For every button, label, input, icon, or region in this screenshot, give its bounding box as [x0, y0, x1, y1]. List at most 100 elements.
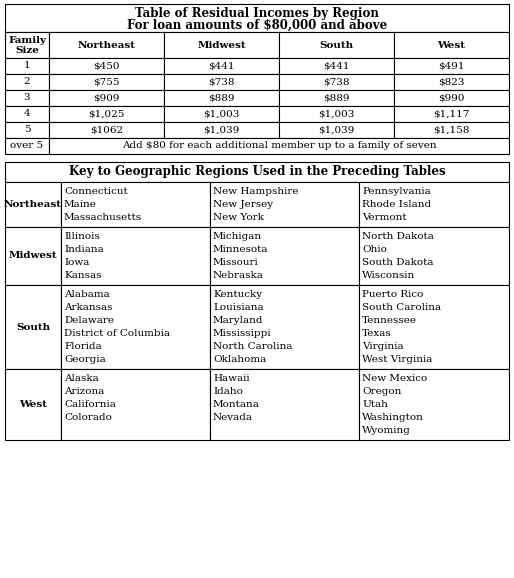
Text: $1062: $1062: [90, 125, 123, 135]
Text: Wyoming: Wyoming: [362, 426, 411, 435]
Text: Iowa: Iowa: [64, 258, 89, 267]
Text: Florida: Florida: [64, 342, 102, 351]
Bar: [49, 106, 164, 122]
Text: Nebraska: Nebraska: [213, 271, 264, 280]
Text: $755: $755: [93, 77, 120, 87]
Bar: [394, 74, 509, 90]
Bar: [5, 285, 61, 369]
Text: 4: 4: [24, 109, 30, 118]
Bar: [359, 182, 509, 227]
Text: California: California: [64, 400, 116, 409]
Bar: [164, 32, 279, 58]
Bar: [49, 58, 164, 74]
Text: $491: $491: [438, 61, 465, 71]
Text: Arizona: Arizona: [64, 387, 104, 396]
Bar: [49, 74, 164, 90]
Text: Idaho: Idaho: [213, 387, 243, 396]
Bar: [49, 90, 164, 106]
Text: Tennessee: Tennessee: [362, 316, 417, 325]
Text: Oklahoma: Oklahoma: [213, 355, 266, 364]
Text: $450: $450: [93, 61, 120, 71]
Bar: [61, 182, 210, 227]
Text: $441: $441: [323, 61, 350, 71]
Text: $738: $738: [208, 77, 235, 87]
Bar: [5, 74, 49, 90]
Text: $889: $889: [208, 94, 235, 102]
Bar: [164, 122, 279, 138]
Text: Family: Family: [8, 36, 46, 45]
Text: Vermont: Vermont: [362, 213, 407, 222]
Text: $441: $441: [208, 61, 235, 71]
Text: South: South: [16, 323, 50, 332]
Text: District of Columbia: District of Columbia: [64, 329, 170, 338]
Text: Virginia: Virginia: [362, 342, 403, 351]
Text: Add $80 for each additional member up to a family of seven: Add $80 for each additional member up to…: [122, 142, 436, 150]
Text: Texas: Texas: [362, 329, 392, 338]
Text: $1,117: $1,117: [433, 109, 470, 118]
Text: Ohio: Ohio: [362, 245, 387, 254]
Text: Indiana: Indiana: [64, 245, 104, 254]
Text: $823: $823: [438, 77, 465, 87]
Text: $990: $990: [438, 94, 465, 102]
Text: $1,158: $1,158: [433, 125, 470, 135]
Bar: [5, 138, 49, 154]
Text: Michigan: Michigan: [213, 232, 262, 241]
Bar: [394, 32, 509, 58]
Text: $1,003: $1,003: [204, 109, 240, 118]
Bar: [279, 90, 394, 106]
Bar: [61, 369, 210, 440]
Bar: [5, 90, 49, 106]
Bar: [210, 369, 359, 440]
Text: North Dakota: North Dakota: [362, 232, 434, 241]
Text: $1,039: $1,039: [204, 125, 240, 135]
Bar: [359, 285, 509, 369]
Bar: [61, 227, 210, 285]
Text: Nevada: Nevada: [213, 413, 253, 422]
Bar: [394, 106, 509, 122]
Text: Pennsylvania: Pennsylvania: [362, 187, 431, 196]
Text: Louisiana: Louisiana: [213, 303, 264, 312]
Bar: [49, 122, 164, 138]
Text: Maryland: Maryland: [213, 316, 264, 325]
Bar: [394, 122, 509, 138]
Text: New Hampshire: New Hampshire: [213, 187, 299, 196]
Text: Montana: Montana: [213, 400, 260, 409]
Text: over 5: over 5: [10, 142, 44, 150]
Bar: [210, 285, 359, 369]
Text: Wisconsin: Wisconsin: [362, 271, 415, 280]
Text: $1,025: $1,025: [88, 109, 125, 118]
Text: $889: $889: [323, 94, 350, 102]
Text: North Carolina: North Carolina: [213, 342, 292, 351]
Bar: [164, 74, 279, 90]
Text: New York: New York: [213, 213, 264, 222]
Bar: [279, 122, 394, 138]
Text: Massachusetts: Massachusetts: [64, 213, 142, 222]
Text: Northeast: Northeast: [78, 40, 136, 50]
Bar: [5, 106, 49, 122]
Text: West Virginia: West Virginia: [362, 355, 432, 364]
Bar: [210, 182, 359, 227]
Text: Utah: Utah: [362, 400, 388, 409]
Text: Mississippi: Mississippi: [213, 329, 271, 338]
Bar: [61, 285, 210, 369]
Bar: [164, 58, 279, 74]
Text: Kentucky: Kentucky: [213, 290, 262, 299]
Bar: [49, 32, 164, 58]
Text: West: West: [437, 40, 466, 50]
Text: Midwest: Midwest: [197, 40, 246, 50]
Text: Arkansas: Arkansas: [64, 303, 113, 312]
Text: 2: 2: [24, 77, 30, 87]
Text: Alaska: Alaska: [64, 374, 99, 383]
Text: New Mexico: New Mexico: [362, 374, 427, 383]
Text: Alabama: Alabama: [64, 290, 110, 299]
Text: West: West: [19, 400, 47, 409]
Text: Oregon: Oregon: [362, 387, 401, 396]
Text: Hawaii: Hawaii: [213, 374, 250, 383]
Text: Colorado: Colorado: [64, 413, 112, 422]
Bar: [49, 138, 509, 154]
Bar: [394, 58, 509, 74]
Text: Missouri: Missouri: [213, 258, 259, 267]
Text: Rhode Island: Rhode Island: [362, 200, 431, 209]
Bar: [164, 106, 279, 122]
Bar: [359, 227, 509, 285]
